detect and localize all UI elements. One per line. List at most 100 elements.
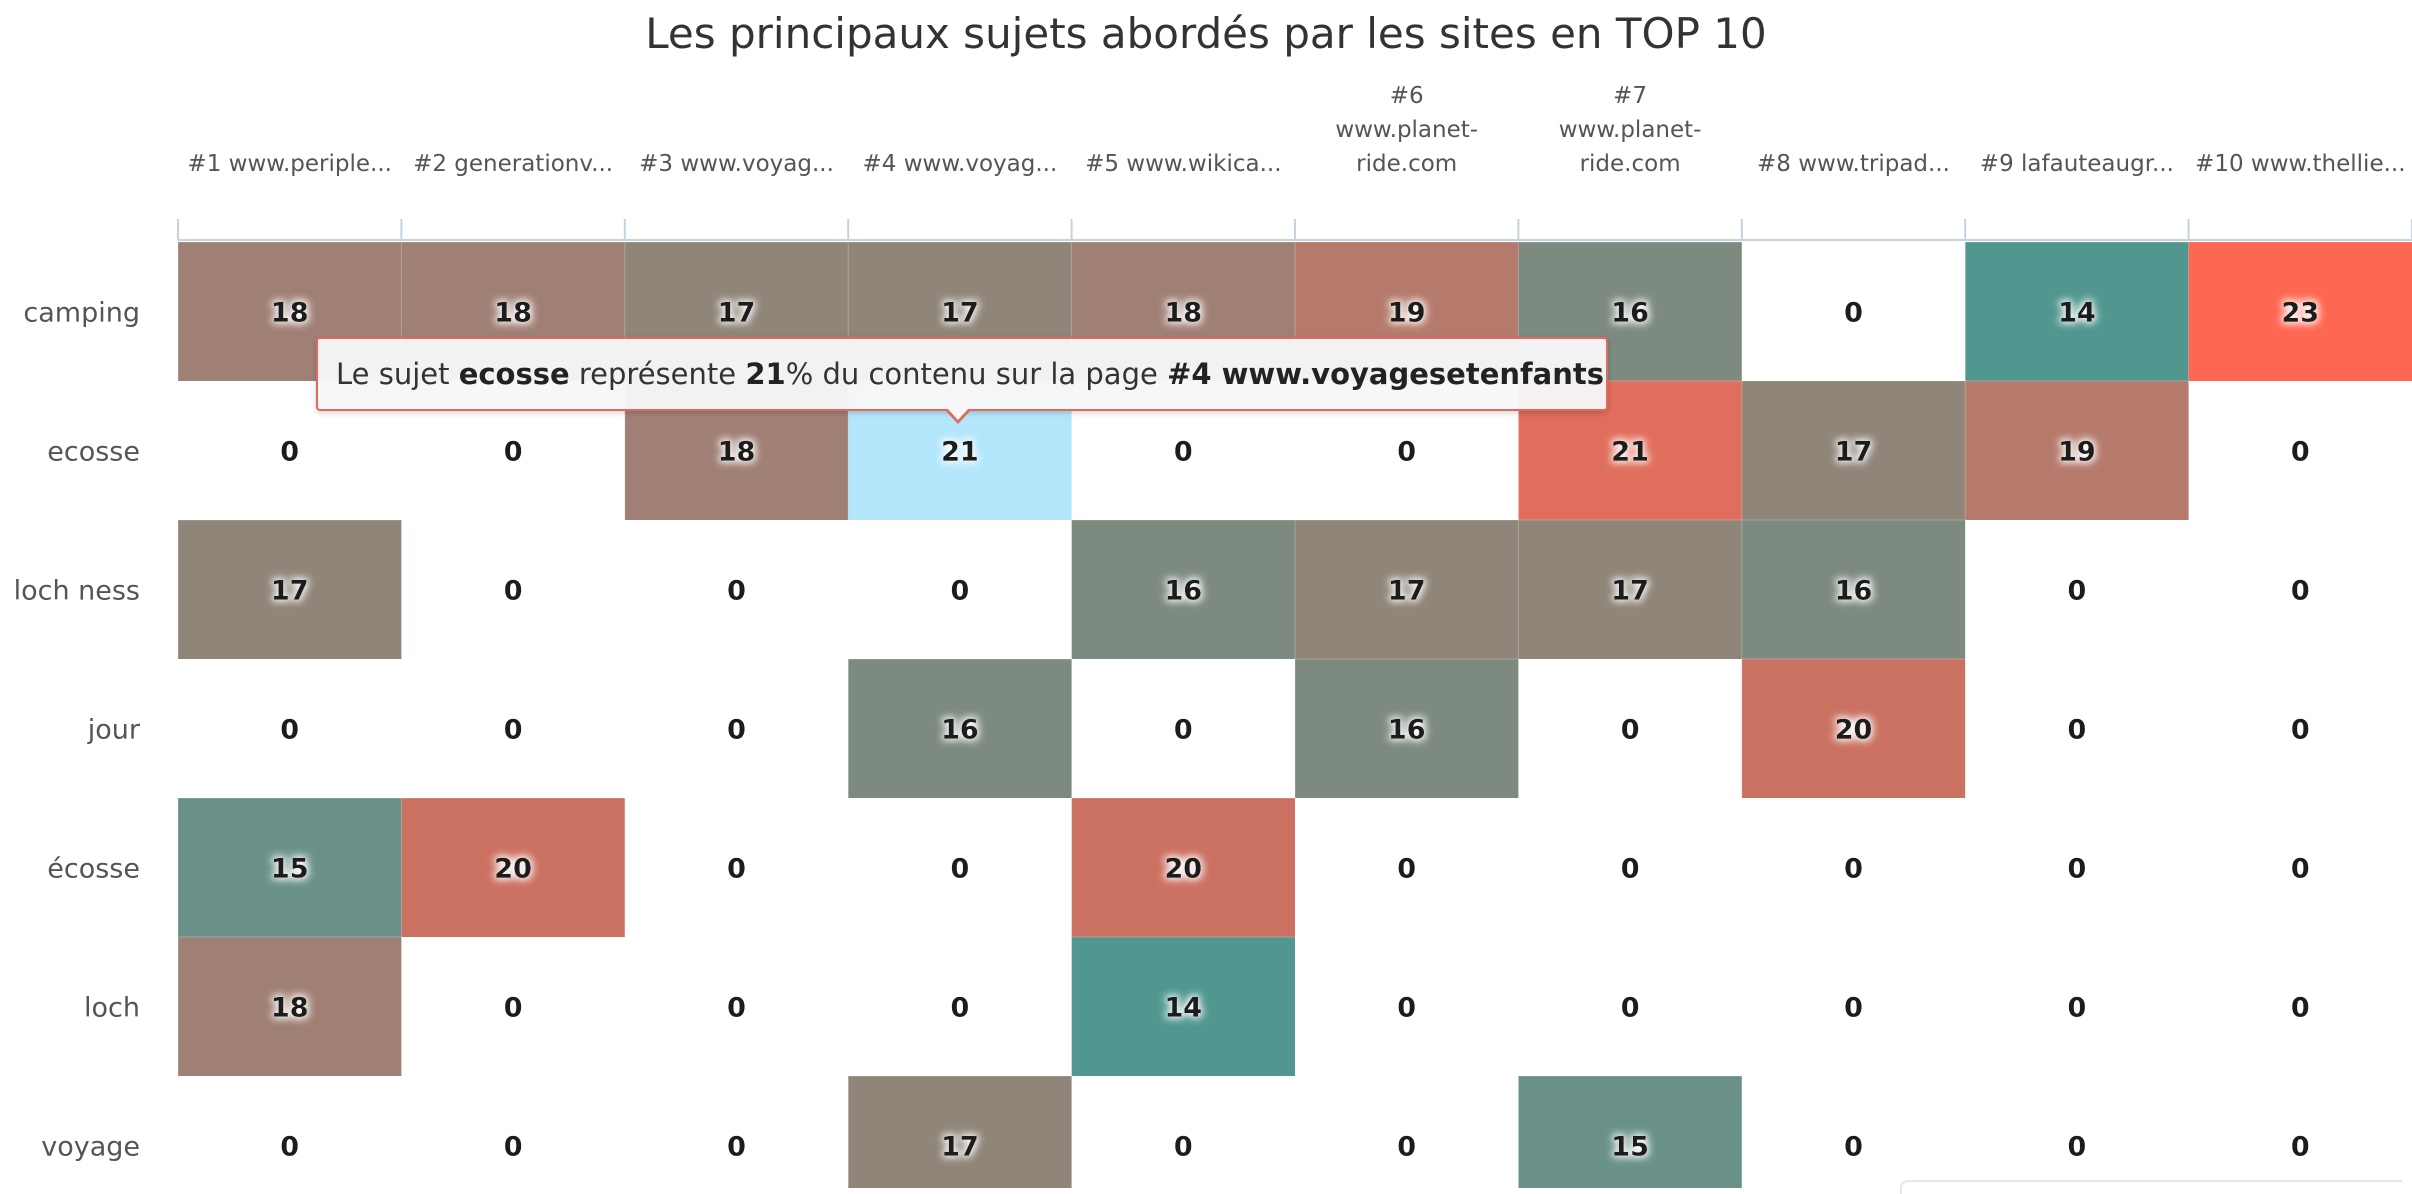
heatmap-cell <box>624 1076 849 1188</box>
cell-value-label: 0 <box>2291 715 2310 746</box>
tooltip-value: 21 <box>745 357 786 391</box>
cell-value-label: 18 <box>494 298 532 329</box>
heatmap-cell <box>1965 520 2190 660</box>
heatmap-cell <box>1741 937 1966 1077</box>
cell-value-label: 20 <box>494 854 532 885</box>
x-tick-label: #3 www.voyag... <box>639 151 834 177</box>
cell-value-label: 0 <box>727 715 746 746</box>
cell-value-label: 0 <box>1621 993 1640 1024</box>
y-tick-label: loch <box>84 993 140 1024</box>
cell-value-label: 0 <box>280 1132 299 1163</box>
cell-tooltip: Le sujet ecosse représente 21% du conten… <box>316 337 1608 411</box>
cell-value-label: 14 <box>1165 993 1203 1024</box>
cell-value-label: 17 <box>941 298 979 329</box>
cell-value-label: 14 <box>2058 298 2096 329</box>
x-tick-label: #10 www.thellie... <box>2195 151 2405 177</box>
heatmap-cell <box>177 797 403 939</box>
heatmap-cell <box>2188 659 2412 799</box>
heatmap-cell <box>1294 519 1520 661</box>
cell-value-label: 0 <box>280 715 299 746</box>
cell-value-label: 20 <box>1165 854 1203 885</box>
cell-value-label: 0 <box>1844 1132 1863 1163</box>
cell-value-label: 16 <box>1611 298 1649 329</box>
heatmap-cell <box>1965 937 2190 1077</box>
heatmap-cell <box>624 798 849 938</box>
cell-value-label: 0 <box>1621 715 1640 746</box>
cell-value-label: 0 <box>1174 715 1193 746</box>
cell-value-label: 17 <box>941 1132 979 1163</box>
heatmap-cell <box>624 937 849 1077</box>
cell-value-label: 17 <box>1611 576 1649 607</box>
cell-value-label: 0 <box>2068 993 2087 1024</box>
heatmap-cell <box>1071 659 1296 799</box>
heatmap-cell <box>178 659 402 799</box>
cell-value-label: 0 <box>2068 854 2087 885</box>
heatmap-cell <box>1295 798 1519 938</box>
heatmap-cell <box>1741 658 1967 800</box>
x-tick-label: #4 www.voyag... <box>863 151 1058 177</box>
heatmap-cell <box>847 1075 1073 1188</box>
heatmap-cell <box>1295 937 1519 1077</box>
heatmap-cell <box>1295 1076 1519 1188</box>
heatmap-cell <box>401 520 626 660</box>
cell-value-label: 16 <box>1835 576 1873 607</box>
cell-value-label: 0 <box>951 576 970 607</box>
heatmap-cell <box>624 520 849 660</box>
tooltip-arrow-fill <box>947 408 969 420</box>
cell-value-label: 21 <box>941 437 979 468</box>
cell-value-label: 16 <box>941 715 979 746</box>
cell-value-label: 0 <box>2068 1132 2087 1163</box>
cell-value-label: 0 <box>2291 576 2310 607</box>
cell-value-label: 0 <box>727 1132 746 1163</box>
heatmap-cell <box>1741 380 1967 522</box>
heatmap-cell <box>177 936 403 1078</box>
heatmap-cell <box>1518 659 1743 799</box>
heatmap-cell <box>1518 798 1743 938</box>
cell-value-label: 17 <box>1835 437 1873 468</box>
cell-value-label: 0 <box>1397 993 1416 1024</box>
heatmap-cell <box>1741 242 1966 382</box>
x-tick-label: #9 lafauteaugr... <box>1980 151 2174 177</box>
cell-value-label: 17 <box>718 298 756 329</box>
heatmap-cell <box>848 798 1073 938</box>
cell-value-label: 0 <box>2291 1132 2310 1163</box>
heatmap-cell <box>1964 380 2190 522</box>
cell-value-label: 15 <box>1611 1132 1649 1163</box>
x-tick-label: #6 www.planet-ride.com <box>1335 83 1478 177</box>
heatmap-cell <box>401 1076 626 1188</box>
cell-value-label: 0 <box>1397 437 1416 468</box>
cell-value-label: 0 <box>1174 1132 1193 1163</box>
cell-value-label: 0 <box>1621 854 1640 885</box>
heatmap-cell <box>1965 798 2190 938</box>
x-tick-label: #1 www.periple... <box>187 151 392 177</box>
cell-value-label: 0 <box>2291 993 2310 1024</box>
heatmap-cell <box>1741 519 1967 661</box>
scroll-edge <box>1900 1180 2402 1194</box>
heatmap-cell <box>2188 1076 2412 1188</box>
cell-value-label: 0 <box>1174 437 1193 468</box>
cell-value-label: 0 <box>1844 993 1863 1024</box>
cell-value-label: 0 <box>2291 437 2310 468</box>
cell-value-label: 0 <box>2291 854 2310 885</box>
cell-value-label: 0 <box>504 576 523 607</box>
cell-value-label: 18 <box>718 437 756 468</box>
cell-value-label: 21 <box>1611 437 1649 468</box>
x-tick-label: #7 www.planet-ride.com <box>1559 83 1702 177</box>
cell-value-label: 16 <box>1165 576 1203 607</box>
y-tick-label: jour <box>87 715 141 746</box>
cell-value-label: 18 <box>271 298 309 329</box>
tooltip-prefix: Le sujet <box>336 357 459 391</box>
cell-value-label: 18 <box>1165 298 1203 329</box>
heatmap-cell <box>1965 659 2190 799</box>
heatmap-cell <box>1965 1076 2190 1188</box>
cell-value-label: 20 <box>1835 715 1873 746</box>
cell-value-label: 0 <box>727 854 746 885</box>
heatmap-cell <box>177 519 403 661</box>
heatmap-cell <box>1741 1076 1966 1188</box>
cell-value-label: 0 <box>1844 854 1863 885</box>
heatmap-cell <box>624 659 849 799</box>
y-tick-label: camping <box>23 298 140 329</box>
cell-value-label: 0 <box>504 715 523 746</box>
x-tick-label: #5 www.wikica... <box>1085 151 1281 177</box>
